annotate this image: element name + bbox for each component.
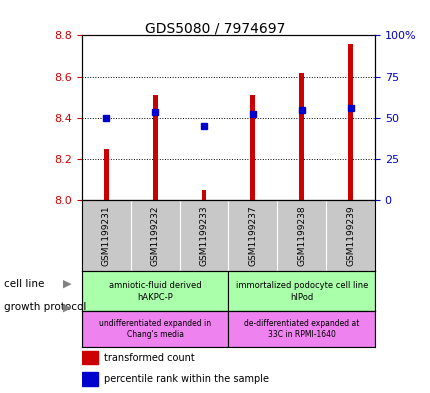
Bar bbox=[250, 95, 255, 200]
Text: ▶: ▶ bbox=[62, 302, 71, 312]
Text: GSM1199237: GSM1199237 bbox=[248, 206, 257, 266]
Text: transformed count: transformed count bbox=[104, 353, 194, 363]
Text: amniotic-fluid derived
hAKPC-P: amniotic-fluid derived hAKPC-P bbox=[109, 281, 201, 301]
Text: cell line: cell line bbox=[4, 279, 45, 289]
Text: de-differentiated expanded at
33C in RPMI-1640: de-differentiated expanded at 33C in RPM… bbox=[243, 319, 359, 339]
Text: immortalized podocyte cell line
hIPod: immortalized podocyte cell line hIPod bbox=[235, 281, 367, 301]
Bar bbox=[82, 311, 228, 347]
Text: GSM1199233: GSM1199233 bbox=[199, 206, 208, 266]
Text: growth protocol: growth protocol bbox=[4, 302, 86, 312]
Text: percentile rank within the sample: percentile rank within the sample bbox=[104, 374, 268, 384]
Bar bbox=[347, 44, 352, 200]
Text: GSM1199238: GSM1199238 bbox=[297, 206, 305, 266]
Bar bbox=[82, 372, 98, 386]
Text: GSM1199231: GSM1199231 bbox=[101, 206, 111, 266]
Bar bbox=[152, 95, 157, 200]
Bar bbox=[201, 190, 206, 200]
Bar bbox=[82, 271, 228, 311]
Bar bbox=[82, 351, 98, 364]
Bar bbox=[298, 73, 304, 200]
Bar bbox=[104, 149, 108, 200]
Text: undifferentiated expanded in
Chang's media: undifferentiated expanded in Chang's med… bbox=[99, 319, 211, 339]
Text: GDS5080 / 7974697: GDS5080 / 7974697 bbox=[145, 22, 285, 36]
Text: ▶: ▶ bbox=[62, 279, 71, 289]
Text: GSM1199239: GSM1199239 bbox=[345, 206, 354, 266]
Bar bbox=[228, 271, 374, 311]
Bar bbox=[228, 311, 374, 347]
Text: GSM1199232: GSM1199232 bbox=[150, 206, 159, 266]
